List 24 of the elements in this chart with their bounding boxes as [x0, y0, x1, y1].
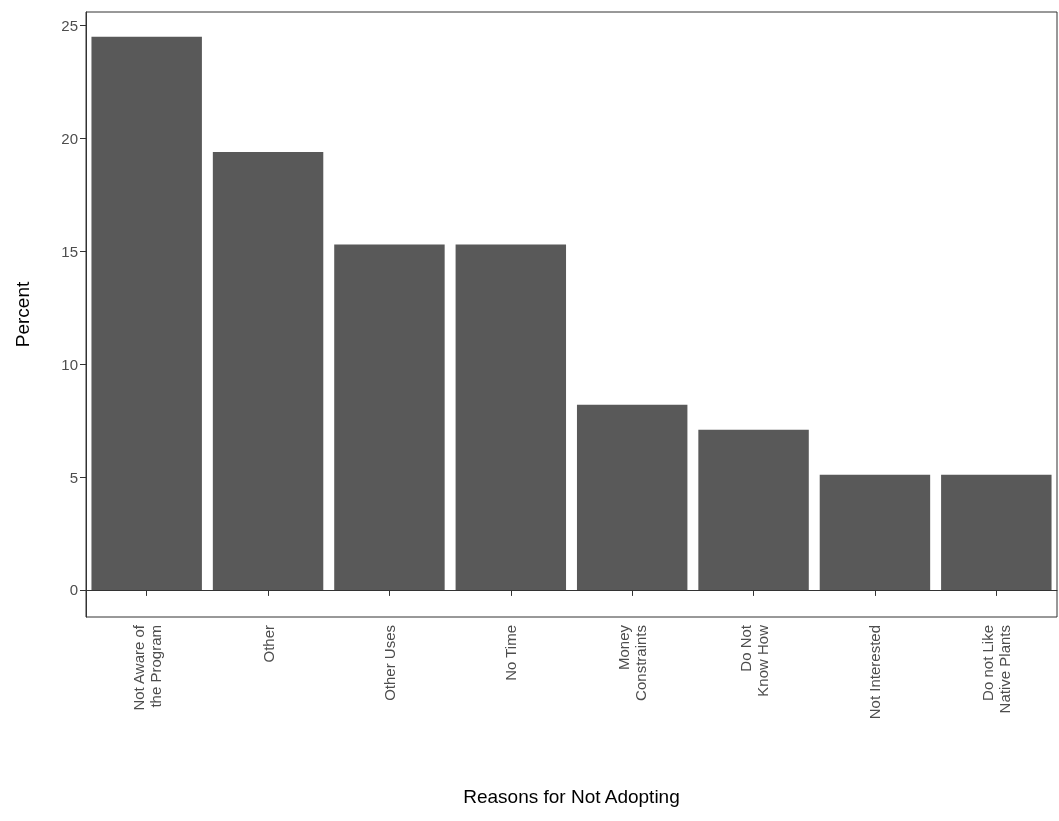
- y-tick-label: 25: [61, 17, 78, 35]
- bar: [334, 244, 445, 590]
- y-tick-label: 20: [61, 129, 78, 147]
- y-tick-label: 0: [69, 581, 78, 599]
- x-tick-label: Not Interested: [866, 625, 884, 720]
- x-axis-title: Reasons for Not Adopting: [463, 786, 680, 807]
- bar: [698, 429, 809, 590]
- x-tick-label: Do Not Know How: [736, 624, 771, 697]
- x-tick-label: Other Uses: [380, 625, 398, 701]
- bar: [941, 474, 1052, 590]
- x-tick-label: Do not Like Native Plants: [979, 625, 1014, 714]
- bar: [455, 244, 567, 590]
- x-tick-label: No Time: [502, 625, 520, 681]
- y-axis-title: Percent: [12, 281, 33, 348]
- bar: [212, 151, 324, 590]
- y-tick-label: 10: [61, 355, 78, 373]
- y-tick-label: 15: [61, 242, 78, 260]
- bar: [91, 36, 202, 590]
- y-tick-label: 5: [69, 468, 78, 486]
- bar: [819, 474, 931, 590]
- x-tick-label: Money Constraints: [615, 624, 650, 701]
- x-tick-label: Not Aware of the Program: [129, 624, 164, 711]
- bar: [576, 404, 688, 590]
- x-tick-label: Other: [259, 625, 277, 663]
